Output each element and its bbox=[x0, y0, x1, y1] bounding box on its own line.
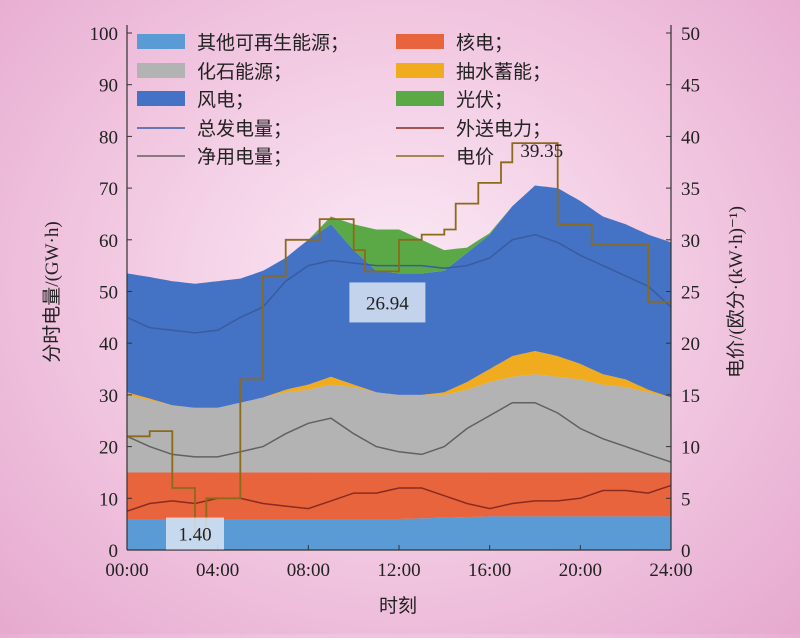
legend-label: 其他可再生能源； bbox=[197, 32, 349, 54]
legend-label: 总发电量； bbox=[197, 118, 292, 140]
x-tick-label: 12:00 bbox=[377, 560, 420, 581]
legend-label: 外送电力； bbox=[456, 118, 551, 140]
y-right-tick-label: 50 bbox=[681, 24, 700, 45]
area-其他可再生能源 bbox=[127, 516, 671, 550]
area-核电 bbox=[127, 472, 671, 519]
area-抽水蓄能 bbox=[127, 351, 671, 408]
callout-label: 26.94 bbox=[366, 293, 409, 314]
y-left-tick-label: 80 bbox=[99, 127, 118, 148]
area-光伏 bbox=[127, 185, 671, 284]
line-电价 bbox=[127, 142, 671, 537]
x-tick-label: 04:00 bbox=[196, 560, 239, 581]
legend-label: 光伏； bbox=[456, 89, 513, 111]
legend-swatch bbox=[396, 91, 444, 106]
legend-swatch bbox=[396, 63, 444, 78]
y-left-tick-label: 60 bbox=[99, 231, 118, 252]
series-lines bbox=[126, 142, 672, 537]
legend-swatch bbox=[137, 63, 185, 78]
legend-label: 核电； bbox=[456, 32, 513, 54]
y-right-tick-label: 30 bbox=[681, 231, 700, 252]
y-left-tick-label: 90 bbox=[99, 76, 118, 97]
y-left-tick-label: 0 bbox=[109, 541, 119, 562]
legend-label: 化石能源； bbox=[197, 61, 292, 83]
legend: 其他可再生能源； 化石能源； 风电； 总发电量； 净用电量； 核电； 抽水蓄能； 光伏； 外送电… bbox=[137, 32, 551, 168]
y-right-axis-title: 电价/(欧分·(kW·h)⁻¹) bbox=[725, 206, 747, 378]
y-left-tick-label: 70 bbox=[99, 179, 118, 200]
y-left-tick-label: 30 bbox=[99, 386, 118, 407]
y-right-tick-label: 35 bbox=[681, 179, 700, 200]
y-left-tick-label: 50 bbox=[99, 283, 118, 304]
x-tick-label: 08:00 bbox=[287, 560, 330, 581]
legend-swatch bbox=[396, 34, 444, 49]
y-right-tick-label: 10 bbox=[681, 438, 700, 459]
y-left-axis-title: 分时电量/(GW·h) bbox=[41, 221, 63, 362]
legend-label: 电价 bbox=[456, 146, 494, 168]
x-tick-label: 24:00 bbox=[649, 560, 692, 581]
x-tick-label: 20:00 bbox=[559, 560, 602, 581]
y-right-tick-label: 40 bbox=[681, 127, 700, 148]
y-left-tick-label: 10 bbox=[99, 489, 118, 510]
x-axis-title: 时刻 bbox=[379, 595, 417, 617]
line-净用电量 bbox=[126, 401, 672, 463]
callout-label: 39.35 bbox=[520, 141, 563, 162]
callout-box bbox=[349, 282, 426, 323]
axes: 00:00 04:00 08:00 12:00 16:00 20:00 24:0001020… bbox=[90, 24, 701, 581]
callout-label: 1.40 bbox=[178, 525, 211, 546]
annotations: 26.94 1.40 39.35 bbox=[166, 141, 563, 550]
y-right-tick-label: 45 bbox=[681, 76, 700, 97]
x-tick-label: 16:00 bbox=[468, 560, 511, 581]
legend-label: 净用电量； bbox=[197, 146, 292, 168]
y-right-tick-label: 20 bbox=[681, 334, 700, 355]
y-left-tick-label: 100 bbox=[90, 24, 119, 45]
legend-swatch bbox=[137, 91, 185, 106]
legend-label: 抽水蓄能； bbox=[456, 61, 551, 83]
legend-swatch bbox=[137, 34, 185, 49]
x-tick-label: 00:00 bbox=[105, 560, 148, 581]
area-化石能源 bbox=[127, 374, 671, 473]
y-right-tick-label: 0 bbox=[681, 541, 691, 562]
y-right-tick-label: 15 bbox=[681, 386, 700, 407]
legend-label: 风电； bbox=[197, 89, 254, 111]
y-right-tick-label: 25 bbox=[681, 283, 700, 304]
y-right-tick-label: 5 bbox=[681, 489, 691, 510]
callout-box bbox=[166, 517, 224, 550]
y-left-tick-label: 40 bbox=[99, 334, 118, 355]
y-left-tick-label: 20 bbox=[99, 438, 118, 459]
